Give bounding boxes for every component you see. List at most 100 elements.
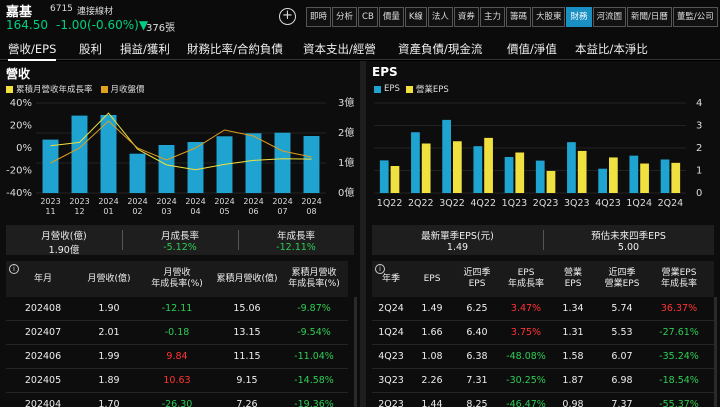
nav-button[interactable]: 籌碼 (505, 7, 531, 27)
nav-button[interactable]: 董監/公司 (672, 7, 718, 27)
tab-item[interactable]: 價值/淨值 (507, 42, 557, 56)
stock-volume: 376張 (146, 23, 176, 34)
table-cell: 202406 (24, 351, 62, 362)
table-cell: -9.87% (297, 303, 331, 314)
column-header: 累積月營收 年成長率(%) (288, 268, 340, 289)
nav-button[interactable]: 即時 (306, 7, 332, 27)
stock-change-value: -1.00(-0.60%) (56, 18, 139, 32)
table-cell: 202405 (24, 375, 62, 386)
nav-button[interactable]: 資券 (453, 7, 479, 27)
info-icon[interactable]: i (375, 264, 385, 274)
y-tick: 2 (696, 143, 702, 154)
summary-value: -12.11% (276, 242, 316, 253)
eps-bar (598, 168, 607, 193)
tab-item[interactable]: 財務比率/合約負債 (187, 42, 283, 56)
tab-item[interactable]: 損益/獲利 (120, 42, 170, 56)
table-row[interactable]: 202404 1.70 -26.30 7.26 -19.36% (6, 393, 348, 407)
column-header: 近四季 營業EPS (604, 268, 640, 289)
revenue-bar (71, 115, 88, 193)
revenue-bar (187, 142, 204, 193)
table-cell: 36.37% (660, 303, 698, 314)
op-eps-bar (453, 141, 462, 193)
eps-bar (504, 157, 514, 193)
x-tick: 2Q23 (533, 198, 559, 209)
tab-item[interactable]: 股利 (79, 42, 102, 56)
column-header: 月營收(億) (87, 273, 131, 284)
add-watchlist-button[interactable]: + (279, 8, 296, 25)
x-tick-year: 2024 (243, 197, 263, 206)
y-right-tick: 0億 (338, 186, 354, 199)
eps-summary: 最新單季EPS(元) 1.49 預估未來四季EPS 5.00 (372, 225, 714, 255)
table-row[interactable]: 202406 1.99 9.84 11.15 -11.04% (6, 345, 348, 369)
info-icon[interactable]: i (9, 264, 19, 274)
summary-cell: 月營收(億) 1.90億 (6, 225, 122, 256)
nav-button[interactable]: 大股東 (531, 7, 566, 27)
table-cell: -48.08% (506, 351, 546, 362)
tab-item[interactable]: 營收/EPS (8, 41, 57, 61)
nav-button[interactable]: K線 (404, 7, 427, 27)
table-cell: -19.36% (294, 399, 334, 407)
eps-bar (660, 159, 670, 193)
nav-button[interactable]: 分析 (332, 7, 358, 27)
x-tick-year: 2023 (40, 197, 60, 206)
x-tick-year: 2024 (127, 197, 147, 206)
x-tick-month: 12 (74, 207, 84, 215)
nav-button[interactable]: 價量 (378, 7, 404, 27)
eps-bar (442, 119, 451, 193)
x-tick-month: 04 (190, 207, 200, 215)
op-eps-bar (515, 152, 525, 193)
table-cell: 5.74 (611, 303, 633, 314)
tab-item[interactable]: 本益比/本淨比 (575, 42, 648, 56)
column-header: 營業EPS 年成長率 (660, 268, 697, 289)
x-tick: 4Q23 (595, 198, 621, 209)
revenue-bar (158, 145, 175, 193)
y-left-tick: 20% (10, 121, 32, 132)
table-row[interactable]: 2Q23 1.44 8.25 -46.47% 0.98 7.37 -55.37% (372, 393, 714, 407)
revenue-legend: 累積月營收年成長率 月收盤價 (6, 83, 145, 95)
x-tick: 1Q23 (502, 198, 528, 209)
nav-button[interactable]: 河流圖 (592, 7, 627, 27)
tab-item[interactable]: 資產負債/現金流 (398, 42, 483, 56)
table-row[interactable]: 3Q23 2.26 7.31 -30.25% 1.87 6.98 -18.54% (372, 369, 714, 393)
eps-chart: 4 3 2 1 0 1Q22 2Q22 3Q22 4Q22 1Q23 2Q23 3Q23 4Q23 1Q2… (374, 98, 702, 209)
table-row[interactable]: 1Q24 1.66 6.40 3.75% 1.31 5.53 -27.61% (372, 321, 714, 345)
revenue-scrollbar[interactable] (354, 297, 357, 407)
table-row[interactable]: 202405 1.89 10.63 9.15 -14.58% (6, 369, 348, 393)
table-cell: 7.26 (236, 399, 258, 407)
table-cell: 10.63 (163, 375, 191, 386)
table-cell: 1.44 (421, 399, 443, 407)
function-nav: 即時 分析 CB 價量 K線 法人 資券 主力 籌碼 大股東 財務 河流圖 新聞/日曆 董監/公司 (306, 7, 719, 27)
tab-item[interactable]: 資本支出/經營 (303, 42, 376, 56)
table-cell: 6.40 (466, 327, 488, 338)
op-eps-bar (421, 143, 431, 193)
stock-price: 164.50 (6, 18, 48, 32)
summary-label: 預估未來四季EPS (591, 231, 666, 242)
nav-button[interactable]: 新聞/日曆 (627, 7, 672, 27)
nav-button[interactable]: 財務 (566, 7, 592, 27)
table-cell: 7.37 (611, 399, 633, 407)
x-tick: 3Q23 (564, 198, 590, 209)
table-cell: 6.25 (466, 303, 488, 314)
nav-button[interactable]: 主力 (479, 7, 505, 27)
nav-button[interactable]: CB (358, 7, 378, 27)
table-cell: 1Q24 (378, 327, 404, 338)
column-header: 月營收 年成長率(%) (151, 268, 203, 289)
table-row[interactable]: 202408 1.90 -12.11 15.06 -9.87% (6, 297, 348, 321)
y-right-tick: 1億 (338, 156, 354, 169)
op-eps-bar (609, 157, 618, 193)
table-row[interactable]: 4Q23 1.08 6.38 -48.08% 1.58 6.07 -35.24% (372, 345, 714, 369)
y-left-tick: -20% (6, 166, 32, 177)
table-row[interactable]: 202407 2.01 -0.18 13.15 -9.54% (6, 321, 348, 345)
table-row[interactable]: 2Q24 1.49 6.25 3.47% 1.34 5.74 36.37% (372, 297, 714, 321)
nav-button[interactable]: 法人 (427, 7, 453, 27)
stock-name: 嘉基 (6, 5, 33, 20)
x-tick-month: 03 (161, 207, 171, 215)
legend-swatch-op-eps (405, 85, 413, 93)
eps-bar (411, 132, 420, 193)
stock-industry[interactable]: 連接線材 (77, 7, 114, 17)
table-cell: 1.31 (562, 327, 584, 338)
eps-scrollbar[interactable] (714, 297, 717, 407)
yoy-growth-line (50, 112, 312, 171)
table-cell: -0.18 (164, 327, 190, 338)
revenue-bar (129, 153, 146, 193)
